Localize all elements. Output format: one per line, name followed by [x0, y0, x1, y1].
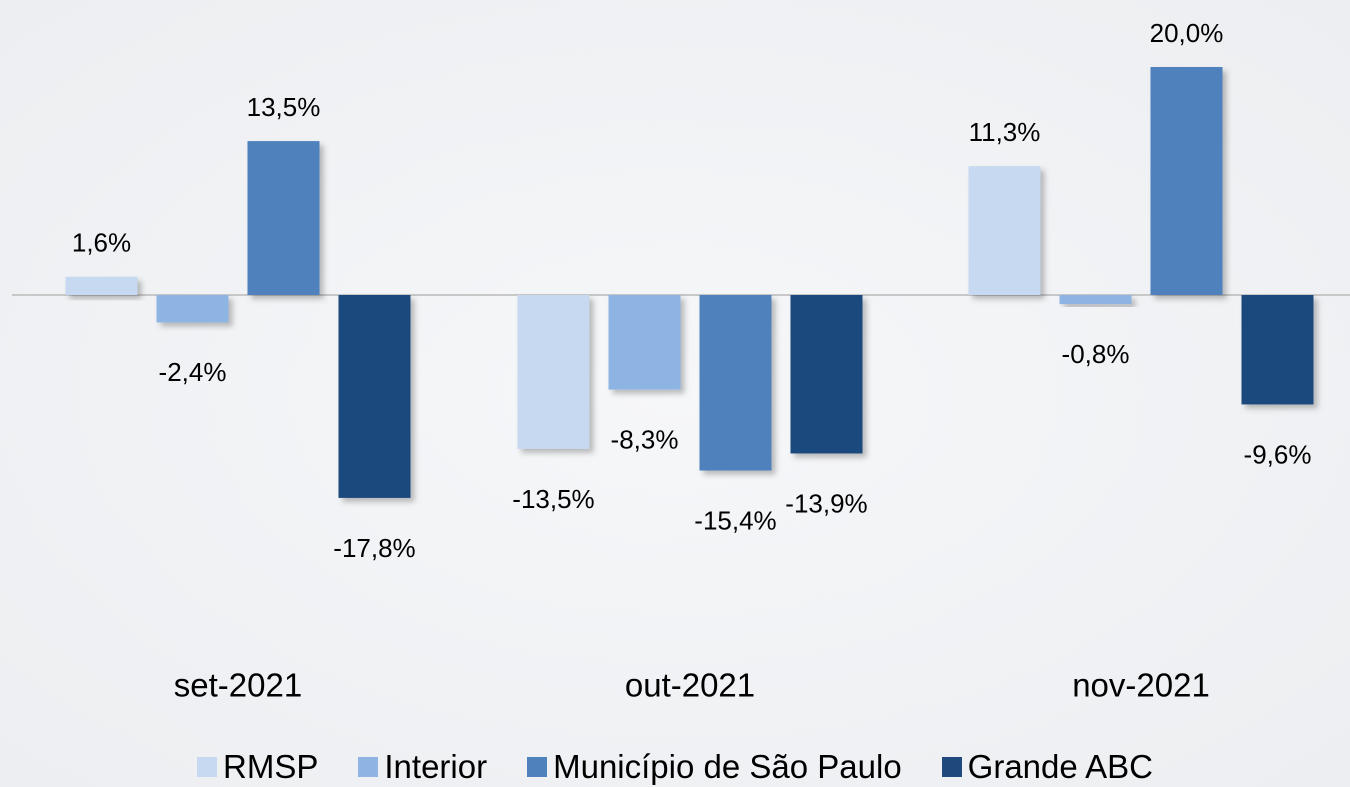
bar: [65, 276, 138, 295]
value-label: 20,0%: [1150, 18, 1224, 48]
bar: [699, 295, 772, 471]
legend-swatch: [358, 757, 379, 777]
legend-item: Interior: [358, 747, 487, 787]
legend-swatch: [527, 757, 548, 777]
bar: [608, 295, 681, 390]
value-label: -17,8%: [333, 533, 415, 563]
value-label: -13,9%: [785, 488, 867, 518]
legend-swatch: [941, 757, 962, 777]
value-label: -9,6%: [1244, 439, 1312, 469]
bar: [1241, 295, 1314, 405]
bar: [790, 295, 863, 454]
legend: RMSP Interior Município de São Paulo Grande…: [0, 747, 1350, 787]
legend-item: Município de São Paulo: [527, 747, 902, 787]
value-label: -13,5%: [512, 484, 594, 514]
bar: [156, 295, 229, 323]
value-label: -2,4%: [159, 357, 227, 387]
value-label: -8,3%: [611, 424, 679, 454]
value-label: -15,4%: [694, 505, 776, 535]
bar: [338, 295, 411, 498]
value-label: 1,6%: [72, 228, 131, 258]
value-label: -0,8%: [1062, 339, 1130, 369]
legend-label: RMSP: [223, 748, 319, 785]
bar: [517, 295, 590, 449]
legend-item: Grande ABC: [941, 747, 1153, 787]
value-label: 11,3%: [969, 117, 1041, 147]
bar: [1150, 67, 1223, 295]
bar: [247, 141, 320, 295]
bar: [1059, 295, 1132, 305]
chart: set-2021 1,6% -2,4% 13,5% -17,8% out-2021 -13,…: [12, 18, 1350, 704]
legend-swatch: [197, 757, 218, 777]
x-tick-label: out-2021: [625, 667, 755, 704]
x-tick-label: nov-2021: [1072, 667, 1210, 704]
legend-label: Interior: [384, 748, 488, 785]
bar: [968, 166, 1041, 295]
value-label: 13,5%: [247, 92, 321, 122]
x-tick-label: set-2021: [174, 667, 302, 704]
legend-label: Grande ABC: [967, 748, 1153, 785]
legend-label: Município de São Paulo: [553, 748, 902, 785]
legend-item: RMSP: [197, 747, 318, 787]
